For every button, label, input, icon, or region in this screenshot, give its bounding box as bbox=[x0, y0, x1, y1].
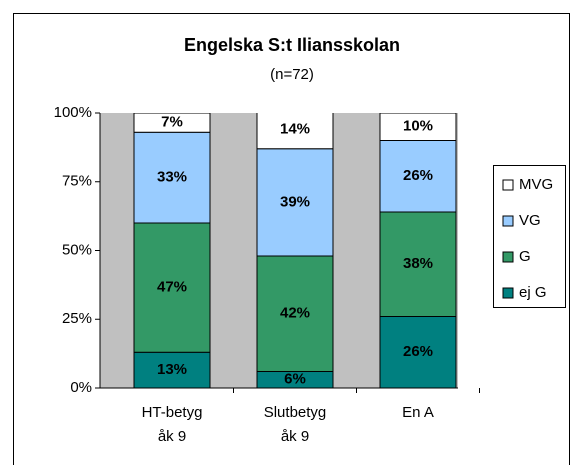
legend-label: G bbox=[519, 248, 531, 265]
bar-segment bbox=[133, 113, 211, 133]
x-tick-label: åk 9 bbox=[158, 428, 186, 445]
data-label: 6% bbox=[284, 371, 306, 388]
bars bbox=[133, 113, 457, 388]
legend-swatch bbox=[502, 215, 514, 227]
data-label: 47% bbox=[157, 279, 187, 296]
data-label: 13% bbox=[157, 361, 187, 378]
chart-title: Engelska S:t Iliansskolan bbox=[184, 35, 400, 55]
data-label: 42% bbox=[280, 305, 310, 322]
data-label: 14% bbox=[280, 120, 310, 137]
chart-subtitle: (n=72) bbox=[270, 66, 314, 83]
bar-segment bbox=[379, 113, 457, 141]
data-label: 33% bbox=[157, 169, 187, 186]
x-tick-label: HT-betyg bbox=[142, 404, 203, 421]
x-tick-label: En A bbox=[402, 404, 434, 421]
data-label: 26% bbox=[403, 167, 433, 184]
y-tick-label: 75% bbox=[62, 173, 92, 190]
bar-segment bbox=[133, 222, 211, 353]
legend-swatch bbox=[502, 179, 514, 191]
data-label: 26% bbox=[403, 343, 433, 360]
bar-segment bbox=[379, 211, 457, 317]
legend-swatch bbox=[502, 287, 514, 299]
chart-border bbox=[13, 13, 570, 465]
data-label: 10% bbox=[403, 118, 433, 135]
bar-segment bbox=[133, 351, 211, 388]
bar-segment bbox=[133, 131, 211, 224]
x-tick-label: Slutbetyg bbox=[264, 404, 327, 421]
y-tick-label: 0% bbox=[70, 379, 92, 396]
x-tick-label: åk 9 bbox=[281, 428, 309, 445]
bar-segment bbox=[256, 113, 334, 150]
y-tick-label: 25% bbox=[62, 310, 92, 327]
y-tick-label: 50% bbox=[62, 241, 92, 258]
data-label: 39% bbox=[280, 193, 310, 210]
legend-swatch bbox=[502, 251, 514, 263]
y-tick-label: 100% bbox=[54, 104, 92, 121]
legend-label: MVG bbox=[519, 176, 553, 193]
legend-label: VG bbox=[519, 212, 541, 229]
data-label: 38% bbox=[403, 255, 433, 272]
bar-segment bbox=[256, 255, 334, 372]
bar-segment bbox=[379, 316, 457, 388]
bar-segment bbox=[256, 148, 334, 257]
legend-label: ej G bbox=[519, 284, 547, 301]
data-label: 7% bbox=[161, 114, 183, 131]
